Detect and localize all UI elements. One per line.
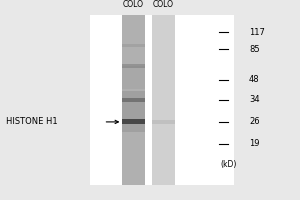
FancyBboxPatch shape bbox=[122, 89, 145, 91]
FancyBboxPatch shape bbox=[122, 62, 145, 64]
FancyBboxPatch shape bbox=[122, 34, 145, 36]
FancyBboxPatch shape bbox=[122, 38, 145, 41]
FancyBboxPatch shape bbox=[122, 136, 145, 138]
FancyBboxPatch shape bbox=[122, 146, 145, 149]
FancyBboxPatch shape bbox=[122, 41, 145, 43]
Text: 48: 48 bbox=[249, 75, 260, 84]
FancyBboxPatch shape bbox=[122, 91, 145, 94]
FancyBboxPatch shape bbox=[122, 15, 145, 185]
FancyBboxPatch shape bbox=[122, 102, 145, 104]
FancyBboxPatch shape bbox=[122, 127, 145, 130]
Text: COLO: COLO bbox=[153, 0, 174, 9]
FancyBboxPatch shape bbox=[122, 94, 145, 96]
FancyBboxPatch shape bbox=[122, 49, 145, 51]
FancyBboxPatch shape bbox=[122, 119, 145, 121]
FancyBboxPatch shape bbox=[90, 15, 234, 185]
FancyBboxPatch shape bbox=[122, 44, 145, 47]
FancyBboxPatch shape bbox=[122, 144, 145, 146]
FancyBboxPatch shape bbox=[122, 115, 145, 117]
FancyBboxPatch shape bbox=[122, 113, 145, 115]
FancyBboxPatch shape bbox=[122, 81, 145, 83]
FancyBboxPatch shape bbox=[122, 132, 145, 134]
FancyBboxPatch shape bbox=[122, 26, 145, 28]
FancyBboxPatch shape bbox=[122, 161, 145, 163]
FancyBboxPatch shape bbox=[122, 77, 145, 79]
FancyBboxPatch shape bbox=[122, 182, 145, 185]
FancyBboxPatch shape bbox=[122, 70, 145, 72]
FancyBboxPatch shape bbox=[122, 96, 145, 98]
Text: 85: 85 bbox=[249, 45, 260, 54]
Text: (kD): (kD) bbox=[220, 160, 237, 169]
FancyBboxPatch shape bbox=[122, 32, 145, 34]
FancyBboxPatch shape bbox=[122, 60, 145, 62]
FancyBboxPatch shape bbox=[122, 106, 145, 108]
FancyBboxPatch shape bbox=[122, 140, 145, 142]
FancyBboxPatch shape bbox=[122, 68, 145, 70]
FancyBboxPatch shape bbox=[122, 130, 145, 132]
FancyBboxPatch shape bbox=[122, 149, 145, 151]
FancyBboxPatch shape bbox=[122, 98, 145, 100]
FancyBboxPatch shape bbox=[122, 180, 145, 182]
FancyBboxPatch shape bbox=[122, 64, 145, 66]
FancyBboxPatch shape bbox=[122, 121, 145, 123]
FancyBboxPatch shape bbox=[122, 19, 145, 22]
FancyBboxPatch shape bbox=[122, 66, 145, 68]
FancyBboxPatch shape bbox=[122, 108, 145, 110]
FancyBboxPatch shape bbox=[122, 157, 145, 159]
FancyBboxPatch shape bbox=[122, 53, 145, 55]
FancyBboxPatch shape bbox=[122, 138, 145, 140]
FancyBboxPatch shape bbox=[122, 110, 145, 113]
FancyBboxPatch shape bbox=[122, 64, 145, 68]
FancyBboxPatch shape bbox=[122, 17, 145, 19]
FancyBboxPatch shape bbox=[122, 51, 145, 53]
Text: 19: 19 bbox=[249, 139, 260, 148]
FancyBboxPatch shape bbox=[122, 47, 145, 49]
FancyBboxPatch shape bbox=[122, 119, 145, 124]
FancyBboxPatch shape bbox=[122, 45, 145, 47]
FancyBboxPatch shape bbox=[122, 174, 145, 176]
FancyBboxPatch shape bbox=[122, 98, 145, 102]
FancyBboxPatch shape bbox=[122, 24, 145, 26]
FancyBboxPatch shape bbox=[122, 178, 145, 180]
FancyBboxPatch shape bbox=[122, 123, 145, 125]
FancyBboxPatch shape bbox=[122, 166, 145, 168]
FancyBboxPatch shape bbox=[122, 28, 145, 30]
Text: 26: 26 bbox=[249, 117, 260, 126]
FancyBboxPatch shape bbox=[122, 163, 145, 166]
FancyBboxPatch shape bbox=[122, 83, 145, 85]
FancyBboxPatch shape bbox=[122, 58, 145, 60]
FancyBboxPatch shape bbox=[122, 74, 145, 77]
FancyBboxPatch shape bbox=[122, 151, 145, 153]
FancyBboxPatch shape bbox=[122, 104, 145, 106]
FancyBboxPatch shape bbox=[122, 72, 145, 74]
FancyBboxPatch shape bbox=[122, 168, 145, 170]
Text: COLO: COLO bbox=[123, 0, 144, 9]
FancyBboxPatch shape bbox=[122, 153, 145, 155]
Text: 34: 34 bbox=[249, 95, 260, 104]
FancyBboxPatch shape bbox=[122, 85, 145, 87]
FancyBboxPatch shape bbox=[122, 79, 145, 81]
FancyBboxPatch shape bbox=[122, 125, 145, 127]
FancyBboxPatch shape bbox=[152, 120, 175, 124]
FancyBboxPatch shape bbox=[122, 15, 145, 17]
FancyBboxPatch shape bbox=[122, 43, 145, 45]
FancyBboxPatch shape bbox=[122, 55, 145, 58]
FancyBboxPatch shape bbox=[122, 87, 145, 89]
FancyBboxPatch shape bbox=[122, 22, 145, 24]
FancyBboxPatch shape bbox=[122, 172, 145, 174]
FancyBboxPatch shape bbox=[122, 36, 145, 38]
FancyBboxPatch shape bbox=[122, 159, 145, 161]
FancyBboxPatch shape bbox=[122, 155, 145, 157]
FancyBboxPatch shape bbox=[152, 15, 175, 185]
FancyBboxPatch shape bbox=[122, 176, 145, 178]
FancyBboxPatch shape bbox=[122, 117, 145, 119]
FancyBboxPatch shape bbox=[122, 100, 145, 102]
Text: 117: 117 bbox=[249, 28, 265, 37]
FancyBboxPatch shape bbox=[122, 30, 145, 32]
FancyBboxPatch shape bbox=[122, 170, 145, 172]
FancyBboxPatch shape bbox=[122, 142, 145, 144]
FancyBboxPatch shape bbox=[122, 134, 145, 136]
Text: HISTONE H1: HISTONE H1 bbox=[6, 117, 58, 126]
